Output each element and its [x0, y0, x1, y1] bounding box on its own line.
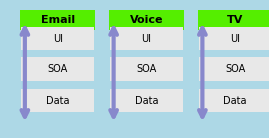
FancyBboxPatch shape: [22, 27, 94, 50]
FancyBboxPatch shape: [20, 10, 95, 30]
Text: UI: UI: [141, 34, 151, 44]
Text: TV: TV: [227, 15, 243, 25]
Text: Voice: Voice: [130, 15, 163, 25]
Text: UI: UI: [53, 34, 63, 44]
FancyBboxPatch shape: [199, 89, 269, 112]
FancyBboxPatch shape: [110, 57, 183, 81]
Text: UI: UI: [230, 34, 240, 44]
Text: Email: Email: [41, 15, 75, 25]
FancyBboxPatch shape: [199, 57, 269, 81]
FancyBboxPatch shape: [22, 57, 94, 81]
Text: SOA: SOA: [225, 64, 245, 74]
FancyBboxPatch shape: [110, 27, 183, 50]
FancyBboxPatch shape: [22, 89, 94, 112]
Text: Data: Data: [224, 96, 247, 106]
FancyBboxPatch shape: [197, 10, 269, 30]
Text: Data: Data: [135, 96, 158, 106]
Text: SOA: SOA: [136, 64, 157, 74]
FancyBboxPatch shape: [199, 27, 269, 50]
FancyBboxPatch shape: [109, 10, 184, 30]
FancyBboxPatch shape: [110, 89, 183, 112]
Text: Data: Data: [46, 96, 69, 106]
Text: SOA: SOA: [48, 64, 68, 74]
